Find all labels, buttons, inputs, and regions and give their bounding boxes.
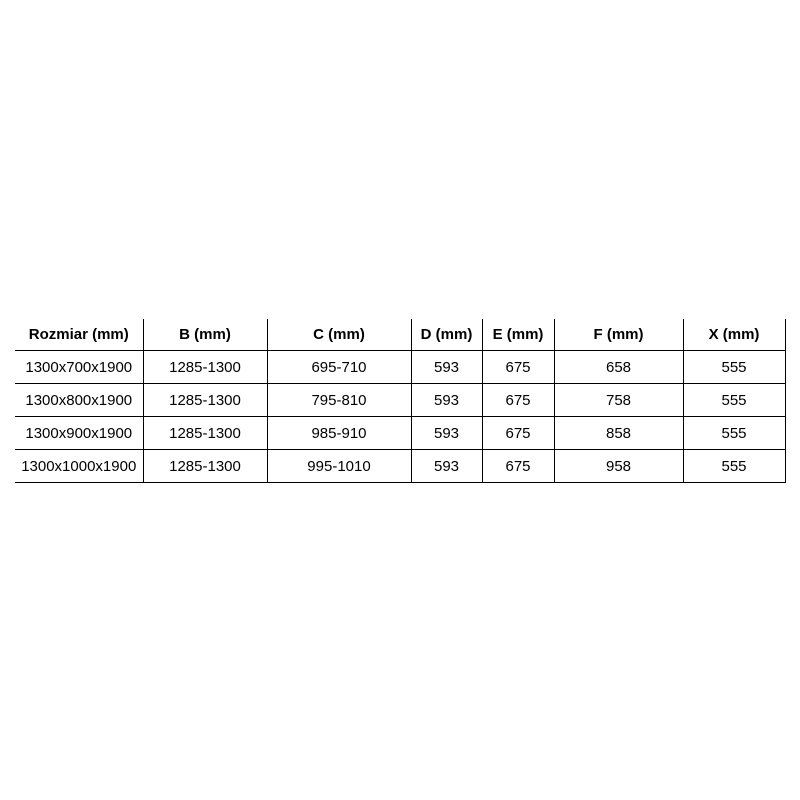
size-spec-table: Rozmiar (mm) B (mm) C (mm) D (mm) E (mm)… [15, 319, 786, 483]
header-cell-e: E (mm) [482, 319, 555, 351]
header-cell-f: F (mm) [554, 319, 684, 351]
table-cell: 1285-1300 [143, 416, 268, 450]
table-cell: 758 [554, 383, 684, 417]
table-cell: 858 [554, 416, 684, 450]
table-cell: 555 [683, 416, 786, 450]
table-body: 1300x700x1900 1285-1300 695-710 593 675 … [15, 350, 786, 483]
table-cell: 675 [482, 416, 555, 450]
table-row: 1300x700x1900 1285-1300 695-710 593 675 … [15, 350, 786, 384]
table-cell: 795-810 [267, 383, 412, 417]
table-cell: 593 [411, 416, 483, 450]
table-cell: 658 [554, 350, 684, 384]
table-cell: 675 [482, 449, 555, 483]
table-cell: 555 [683, 449, 786, 483]
table-header: Rozmiar (mm) B (mm) C (mm) D (mm) E (mm)… [15, 319, 786, 351]
table-cell: 593 [411, 350, 483, 384]
table-cell: 1285-1300 [143, 350, 268, 384]
table-cell: 1300x800x1900 [15, 383, 144, 417]
table-cell: 1300x900x1900 [15, 416, 144, 450]
header-cell-b: B (mm) [143, 319, 268, 351]
header-row: Rozmiar (mm) B (mm) C (mm) D (mm) E (mm)… [15, 319, 786, 351]
table-cell: 555 [683, 383, 786, 417]
table-cell: 675 [482, 350, 555, 384]
table-cell: 1285-1300 [143, 383, 268, 417]
table-cell: 1300x1000x1900 [15, 449, 144, 483]
header-cell-x: X (mm) [683, 319, 786, 351]
table-cell: 985-910 [267, 416, 412, 450]
table-row: 1300x900x1900 1285-1300 985-910 593 675 … [15, 416, 786, 450]
table-cell: 1300x700x1900 [15, 350, 144, 384]
table-cell: 995-1010 [267, 449, 412, 483]
table-cell: 593 [411, 449, 483, 483]
table-cell: 958 [554, 449, 684, 483]
table-cell: 1285-1300 [143, 449, 268, 483]
header-cell-d: D (mm) [411, 319, 483, 351]
table-row: 1300x800x1900 1285-1300 795-810 593 675 … [15, 383, 786, 417]
table-cell: 675 [482, 383, 555, 417]
table-row: 1300x1000x1900 1285-1300 995-1010 593 67… [15, 449, 786, 483]
header-cell-c: C (mm) [267, 319, 412, 351]
table-cell: 593 [411, 383, 483, 417]
header-cell-rozmiar: Rozmiar (mm) [15, 319, 144, 351]
table-cell: 555 [683, 350, 786, 384]
table-cell: 695-710 [267, 350, 412, 384]
